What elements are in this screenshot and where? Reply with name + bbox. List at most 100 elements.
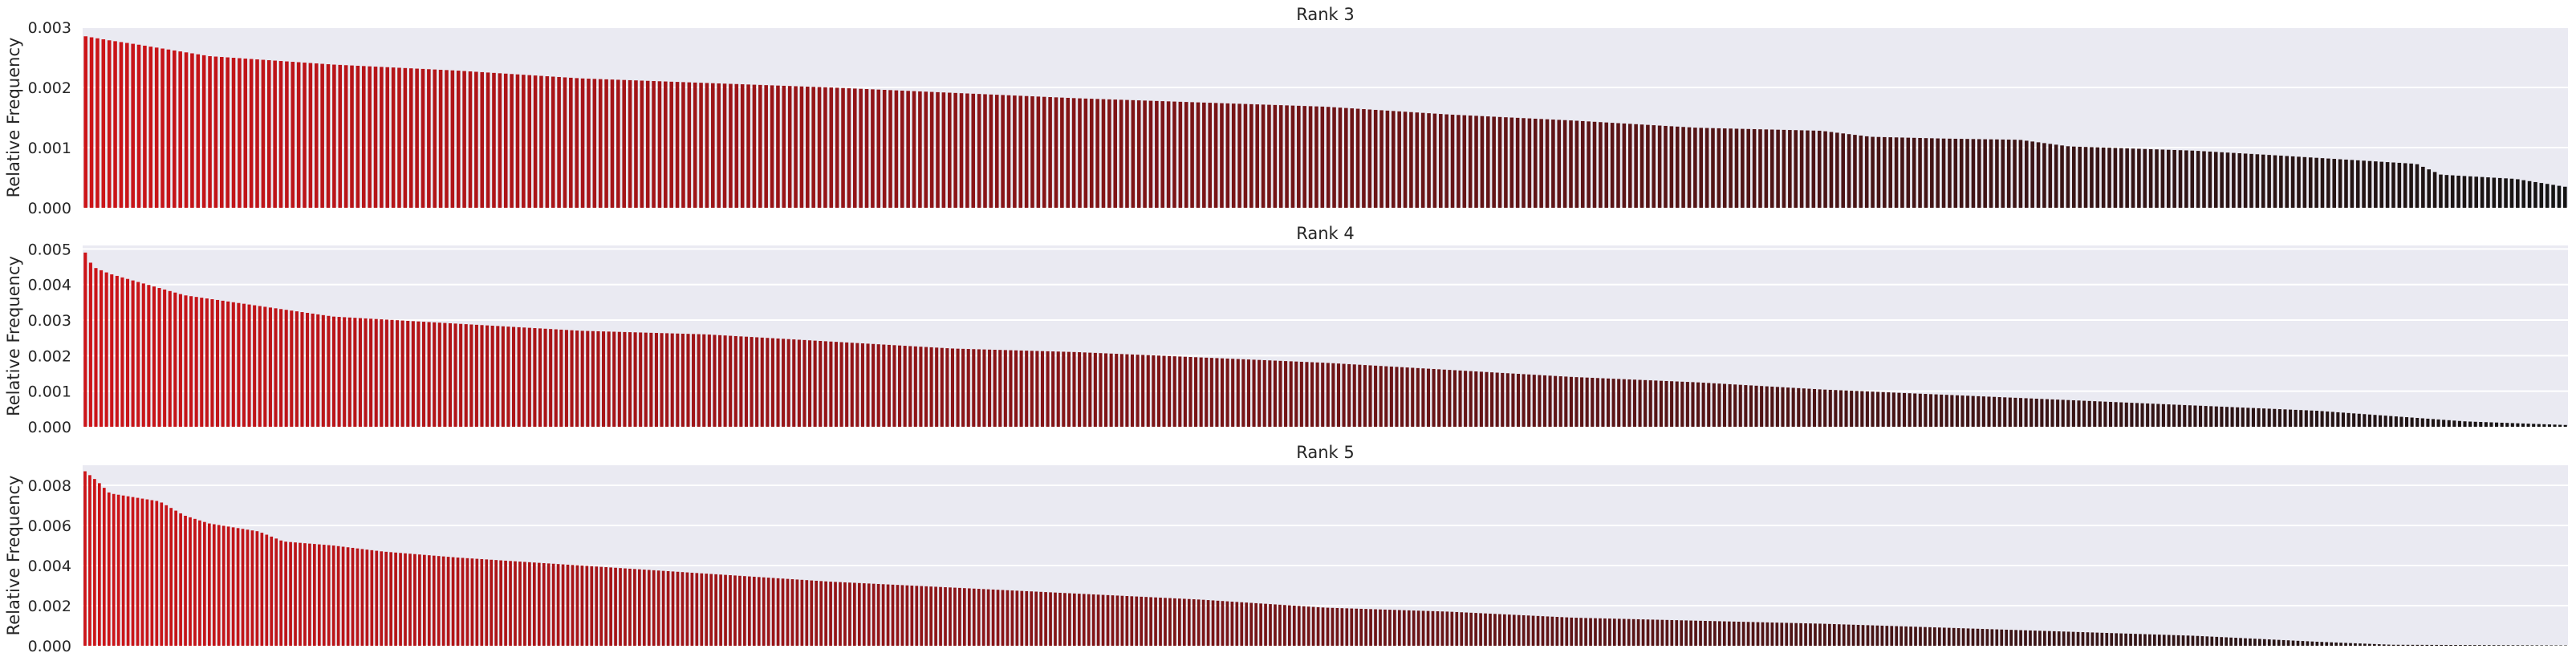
bar (1287, 605, 1291, 646)
bar (752, 576, 756, 646)
bar (1842, 624, 1846, 646)
bar (1538, 375, 1542, 427)
bar (1752, 128, 1757, 208)
bar (966, 349, 970, 427)
bar (1603, 618, 1607, 646)
bar (2344, 643, 2347, 646)
bar (1782, 129, 1786, 208)
bar (2139, 634, 2142, 646)
bar (945, 348, 949, 427)
bar (1891, 392, 1895, 427)
bar (1374, 365, 1378, 427)
bar (559, 329, 563, 427)
bar (733, 335, 737, 427)
bar (2525, 645, 2529, 646)
bar (260, 533, 264, 646)
bar (284, 310, 288, 427)
bar (1264, 603, 1267, 646)
bar (2134, 634, 2137, 646)
bar (1326, 107, 1331, 208)
bar (829, 341, 833, 427)
bar (2468, 645, 2472, 646)
bar (1871, 136, 1875, 208)
bar (1091, 594, 1095, 646)
bar (384, 319, 388, 427)
bar (1051, 351, 1055, 427)
bar (580, 566, 584, 646)
bar (786, 578, 790, 646)
bar (1627, 618, 1631, 646)
bar (101, 39, 106, 209)
bar (236, 528, 240, 646)
bar (226, 57, 230, 208)
bar (1321, 363, 1325, 427)
bar (2056, 399, 2060, 427)
bar (2090, 147, 2094, 208)
bar (707, 335, 711, 427)
bar (406, 320, 410, 427)
bar (1711, 128, 1715, 208)
bar (2119, 402, 2123, 427)
bar (1522, 374, 1526, 427)
bar (823, 87, 827, 208)
bar (2439, 174, 2443, 208)
bar (1225, 103, 1230, 208)
bar (557, 76, 561, 208)
bar (1515, 117, 1520, 208)
bar (1871, 391, 1875, 427)
bar (1379, 366, 1383, 427)
bar (1966, 628, 1970, 646)
bar (290, 310, 294, 427)
bar (270, 536, 274, 646)
bar (490, 559, 494, 646)
bar (1971, 628, 1975, 646)
bar (1125, 99, 1129, 208)
bar (350, 65, 354, 208)
bar (2330, 642, 2334, 646)
bar (1166, 101, 1171, 208)
bar (1503, 614, 1506, 646)
bar (169, 508, 173, 646)
bar (697, 334, 701, 427)
bar (1689, 620, 1692, 646)
bar (1111, 595, 1115, 646)
bar (1770, 622, 1774, 646)
bar (148, 47, 153, 208)
bar (2196, 635, 2200, 646)
bar (1717, 128, 1721, 208)
bar (1847, 134, 1851, 208)
bar (1646, 619, 1650, 646)
bar (2296, 640, 2300, 646)
bar (1246, 359, 1250, 427)
panel-title: Rank 5 (1296, 443, 1355, 462)
bar (404, 553, 407, 646)
bar (2550, 645, 2553, 646)
bar (1237, 103, 1241, 208)
bar (882, 90, 887, 208)
bar (1851, 624, 1855, 646)
bar (433, 69, 437, 209)
bar (1077, 594, 1081, 646)
bar (1785, 622, 1789, 646)
bar (1268, 360, 1272, 427)
bar (1421, 610, 1425, 646)
bar (1067, 351, 1071, 427)
bar (1379, 609, 1382, 646)
bar (1722, 621, 1726, 646)
bar (2186, 635, 2190, 646)
bar (263, 306, 267, 427)
bar (1707, 383, 1711, 427)
bar (1887, 392, 1891, 427)
bar (2040, 399, 2044, 427)
bar (644, 332, 648, 427)
bar (1741, 128, 1745, 208)
bar (993, 349, 997, 427)
bar (1362, 109, 1366, 208)
bar (1216, 600, 1220, 646)
bar (1172, 101, 1176, 208)
bar (421, 322, 426, 427)
bar (331, 545, 335, 646)
bar (2184, 150, 2188, 208)
y-tick-label: 0.000 (28, 419, 71, 436)
bar (1694, 620, 1697, 646)
